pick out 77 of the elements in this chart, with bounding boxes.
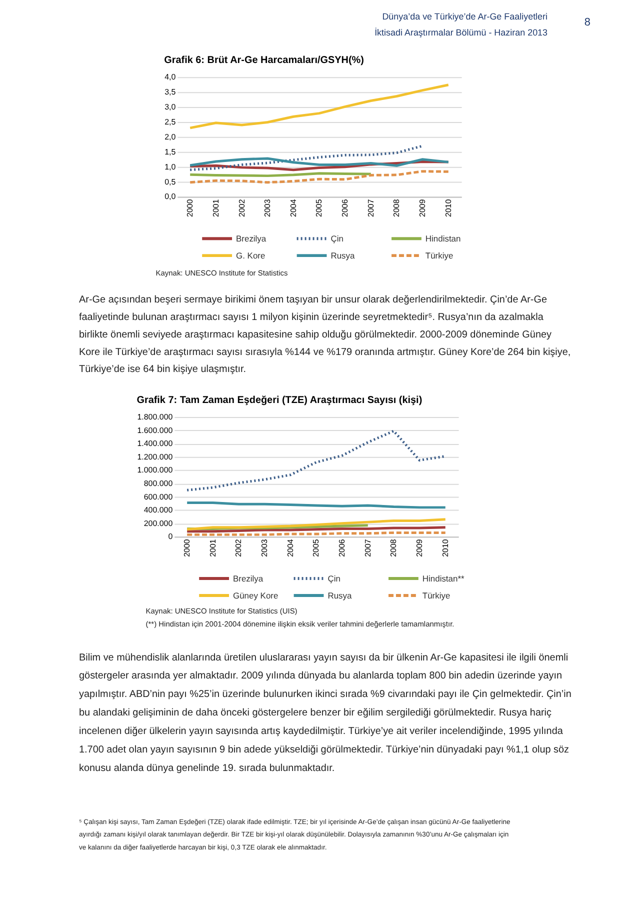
text: konusu alanda dünya genelinde 19. sırada bulunmaktadır. — [79, 762, 335, 774]
x-tick-label: 2002 — [234, 538, 244, 557]
text: incelenen diğer ülkelerin yayın sayısında artış kaydedilmiştir. Türkiye’ye ait veriler incelendiğinde, 1995 yılında — [79, 726, 564, 738]
x-tick-label: 2001 — [208, 538, 218, 557]
x-tick-label: 2006 — [338, 538, 347, 557]
text: birlikte önemli seviyede araştırmacı kapasitesine sahip olduğu görülmektedir. 2000-2009 döneminde Güney — [79, 329, 552, 340]
text: Dünya’da ve Türkiye’de Ar-Ge Faaliyetleri — [382, 11, 548, 22]
text: Kore ile Türkiye’de araştırmacı sayısı sırasıyla %144 ve %179 oranında artmıştır. Güney Kore’de 264 bin kişiye, — [79, 346, 571, 358]
y-tick-label: 1,5 — [164, 147, 176, 156]
text: İktisadi Araştırmalar Bölümü - Haziran 2013 — [374, 27, 548, 38]
legend-label: Türkiye — [422, 590, 450, 600]
x-tick-label: 2004 — [286, 538, 295, 557]
x-tick-label: 2010 — [440, 538, 450, 557]
x-tick-label: 2004 — [288, 198, 298, 217]
y-tick-label: 0,0 — [164, 192, 176, 202]
x-tick-label: 2000 — [182, 538, 192, 557]
legend-label: Çin — [328, 574, 341, 584]
x-tick-label: 2003 — [263, 198, 272, 217]
y-tick-label: 2,5 — [164, 117, 176, 126]
text: faaliyetinde bulunan araştırmacı sayısı 1 milyon kişinin üzerinde seyretmektedir⁵. Rusya’nın da azalmakla — [79, 312, 544, 323]
x-tick-label: 2009 — [418, 198, 428, 217]
text: Bilim ve mühendislik alanlarında üretilen uluslararası yayın sayısı da bir ülkenin Ar-Ge kapasitesi ile ilgili önemli — [79, 652, 568, 664]
line-series — [188, 144, 424, 172]
x-tick-label: 2005 — [314, 198, 324, 217]
y-tick-label: 1.800.000 — [137, 412, 174, 422]
legend-label: Brezilya — [236, 234, 266, 244]
legend-label: Güney Kore — [232, 590, 278, 600]
line-series — [188, 160, 450, 172]
x-tick-label: 2007 — [363, 538, 372, 557]
y-tick-label: 3,0 — [164, 102, 176, 112]
y-tick-label: 1.400.000 — [137, 439, 174, 448]
legend-label: Hindistan — [425, 234, 462, 244]
y-tick-label: 1.600.000 — [137, 426, 174, 435]
x-tick-label: 2002 — [237, 198, 246, 217]
line-series — [186, 518, 447, 531]
legend-label: Türkiye — [425, 250, 454, 261]
line-series — [188, 84, 450, 130]
y-tick-label: 400.000 — [144, 506, 174, 515]
legend-label: Çin — [330, 234, 344, 244]
x-tick-label: 2006 — [340, 198, 350, 217]
text: 8 — [584, 16, 590, 28]
text: göstergeler arasında yer almaktadır. 2009 yılında dünyada bu alanlarda toplam 800 bin adedin üzerinde yayın — [79, 670, 562, 682]
y-tick-label: 1,0 — [164, 162, 176, 172]
x-tick-label: 2008 — [392, 198, 402, 217]
x-tick-label: 2003 — [260, 538, 270, 557]
text: bu alandaki gelişiminin de daha önceki göstergelere benzer bir eğilim sergilediği görülmektedir. Rusya hariç — [79, 708, 552, 719]
legend-label: G. Kore — [236, 250, 266, 261]
chart-title: Grafik 6: Brüt Ar-Ge Harcamaları/GSYH(%) — [164, 55, 364, 66]
x-tick-label: 2000 — [186, 198, 195, 217]
x-tick-label: 2007 — [366, 198, 376, 217]
text: 1.700 adet olan yayın sayısının 9 bin adede yükseldiği görülmektedir. Türkiye’nin dünyadaki payı %1,1 olup söz — [79, 744, 570, 756]
y-tick-label: 4,0 — [164, 72, 176, 82]
line-series — [186, 430, 447, 492]
x-tick-label: 2001 — [211, 198, 220, 217]
text: Ar-Ge açısından beşeri sermaye birikimi önem taşıyan bir unsur olarak değerlendirilmektedir. Çin’de Ar-Ge — [79, 294, 548, 306]
y-tick-label: 2,0 — [164, 132, 176, 142]
x-tick-label: 2008 — [389, 538, 398, 557]
legend-label: Brezilya — [232, 574, 264, 584]
y-tick-label: 800.000 — [144, 479, 174, 488]
y-tick-label: 0 — [168, 532, 174, 542]
line-series — [188, 157, 450, 167]
x-tick-label: 2010 — [444, 198, 453, 217]
legend-label: Rusya — [330, 250, 356, 261]
text: yapılmıştır. ABD’nin payı %25’in üzerinde bulunurken ikinci sırada %9 civarındaki payı ile Çin gelmektedir. Çin’in — [79, 689, 572, 700]
text: Türkiye’de ise 64 bin kişiye ulaşmıştır. — [79, 364, 246, 376]
x-tick-label: 2009 — [415, 538, 424, 557]
x-tick-label: 2005 — [312, 538, 321, 557]
legend-label: Rusya — [328, 590, 352, 600]
y-tick-label: 200.000 — [144, 518, 174, 528]
y-tick-label: 3,5 — [164, 88, 176, 97]
y-tick-label: 600.000 — [144, 492, 174, 502]
line-series — [188, 170, 450, 184]
legend-label: Hindistan** — [422, 574, 465, 584]
y-tick-label: 1.200.000 — [137, 452, 174, 462]
y-tick-label: 0,5 — [164, 177, 176, 186]
y-tick-label: 1.000.000 — [137, 466, 174, 475]
chart-title: Grafik 7: Tam Zaman Eşdeğeri (TZE) Araştırmacı Sayısı (kişi) — [136, 395, 422, 406]
